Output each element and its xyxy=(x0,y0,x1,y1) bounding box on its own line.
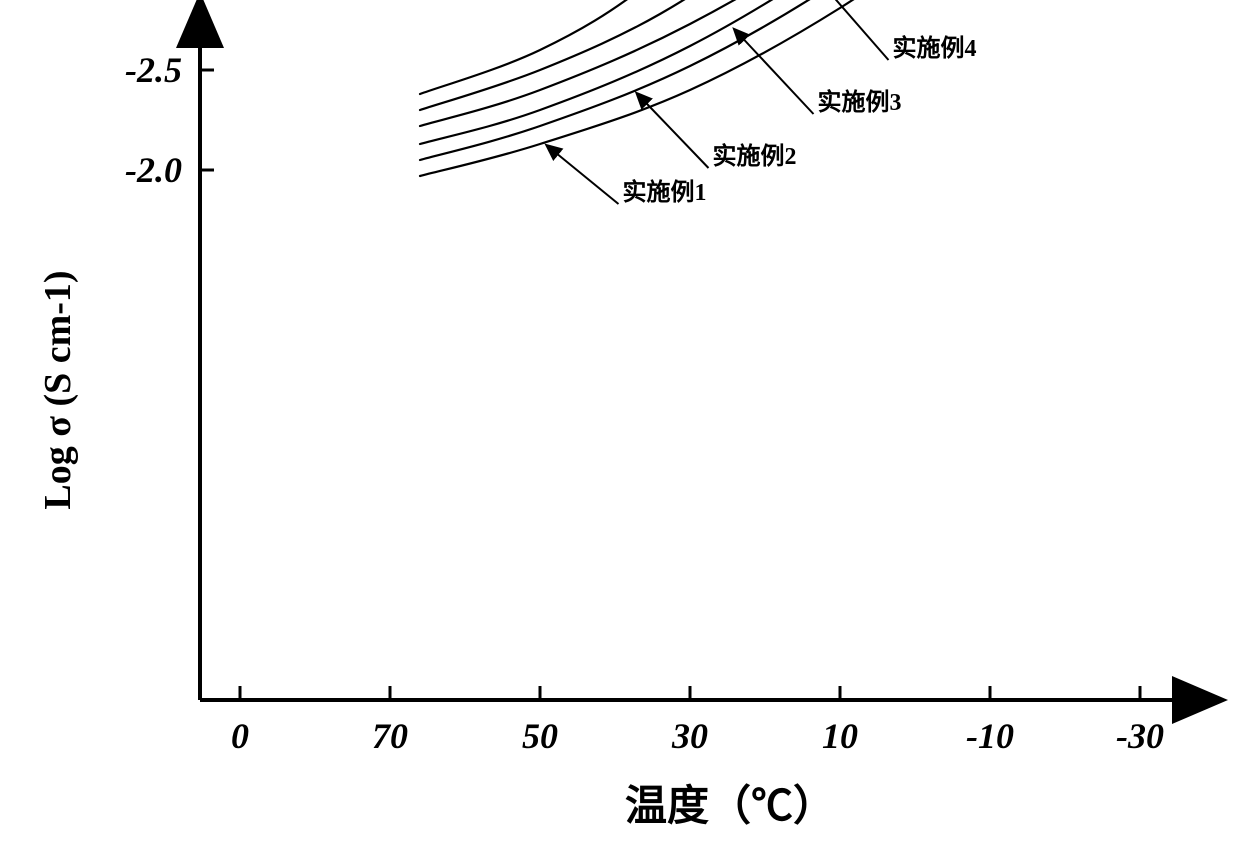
x-tick-label: 30 xyxy=(671,716,708,756)
y-tick-label: -2.0 xyxy=(125,150,182,190)
x-tick-label: 0 xyxy=(231,716,249,756)
x-tick-label: 10 xyxy=(822,716,858,756)
series-line-3 xyxy=(420,0,1140,144)
x-tick-label: 50 xyxy=(522,716,558,756)
series-label-3: 实施例3 xyxy=(818,88,902,116)
series-label-arrow-4 xyxy=(810,0,889,60)
series-label-arrow-2 xyxy=(638,94,709,168)
chart-container: 070503010-10-30-2.0-2.5-3.0-3.5-4.0-4.5温… xyxy=(0,0,1240,868)
x-tick-label: 70 xyxy=(372,716,408,756)
x-tick-label: -30 xyxy=(1116,716,1164,756)
series-line-6 xyxy=(420,0,1140,94)
series-label-2: 实施例2 xyxy=(713,142,797,170)
series-label-arrow-1 xyxy=(548,146,619,204)
series-line-2 xyxy=(420,0,1140,160)
y-tick-label: -2.5 xyxy=(125,50,182,90)
series-label-arrow-3 xyxy=(735,30,814,114)
x-tick-label: -10 xyxy=(966,716,1014,756)
series-label-4: 实施例4 xyxy=(893,34,977,62)
series-label-1: 实施例1 xyxy=(623,178,707,206)
x-axis-label: 温度（℃） xyxy=(625,783,835,830)
chart-svg: 070503010-10-30-2.0-2.5-3.0-3.5-4.0-4.5温… xyxy=(0,0,1240,868)
series-line-4 xyxy=(420,0,1140,126)
y-axis-label: Log σ (S cm-1) xyxy=(37,270,79,509)
